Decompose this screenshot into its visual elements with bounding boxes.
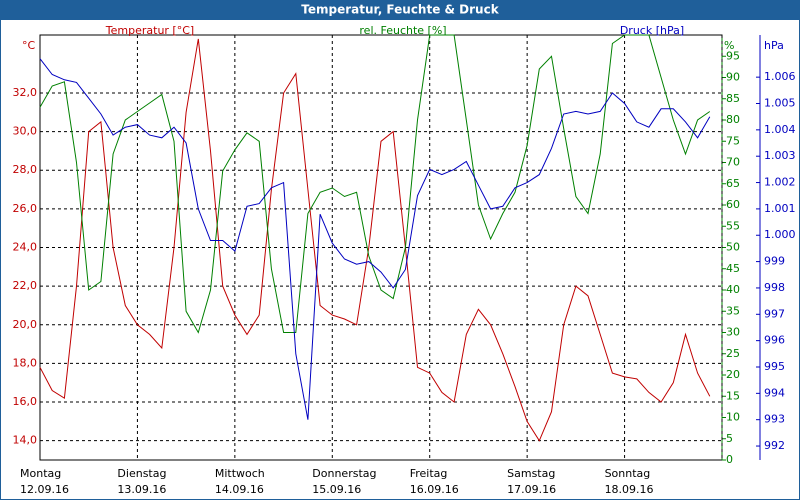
y-tick-label: 16,0 <box>13 395 38 408</box>
y-tick-label: 18,0 <box>13 356 38 369</box>
legend-label: Druck [hPa] <box>620 24 684 37</box>
y2-tick-label: 95 <box>726 49 740 62</box>
y3-tick-label: 993 <box>764 413 785 426</box>
chart-title: Temperatur, Feuchte & Druck <box>301 3 499 17</box>
x-tick-date: 18.09.16 <box>605 483 654 496</box>
title-bar <box>0 0 800 20</box>
x-tick-date: 12.09.16 <box>20 483 69 496</box>
x-tick-date: 13.09.16 <box>117 483 166 496</box>
y3-tick-label: 996 <box>764 334 785 347</box>
y2-tick-label: 70 <box>726 156 740 169</box>
y-tick-label: 14,0 <box>13 434 38 447</box>
x-tick-label: Donnerstag <box>312 467 376 480</box>
y-tick-label: 20,0 <box>13 318 38 331</box>
y2-tick-label: 30 <box>726 326 740 339</box>
x-tick-label: Freitag <box>410 467 448 480</box>
legend-label: rel. Feuchte [%] <box>359 24 446 37</box>
y2-tick-label: 90 <box>726 71 740 84</box>
y2-tick-label: 35 <box>726 304 740 317</box>
series-line <box>39 58 711 420</box>
y2-tick-label: 60 <box>726 198 740 211</box>
x-tick-date: 17.09.16 <box>507 483 556 496</box>
x-tick-label: Dienstag <box>117 467 166 480</box>
y3-tick-label: 1.003 <box>764 149 796 162</box>
y2-tick-label: 80 <box>726 113 740 126</box>
x-tick-label: Samstag <box>507 467 555 480</box>
y2-tick-label: 0 <box>726 453 733 466</box>
y-tick-label: 24,0 <box>13 241 38 254</box>
y3-tick-label: 1.000 <box>764 228 796 241</box>
y2-tick-label: 55 <box>726 219 740 232</box>
y3-tick-label: 1.004 <box>764 123 796 136</box>
y2-tick-label: 5 <box>726 432 733 445</box>
y2-tick-label: 40 <box>726 283 740 296</box>
y3-tick-label: 997 <box>764 307 785 320</box>
series-line <box>39 34 711 334</box>
y-tick-label: 26,0 <box>13 202 38 215</box>
y-tick-label: 22,0 <box>13 279 38 292</box>
y3-tick-label: 1.005 <box>764 97 796 110</box>
y3-tick-label: 1.001 <box>764 202 796 215</box>
y3-axis-unit: hPa <box>764 39 784 52</box>
y3-tick-label: 1.002 <box>764 176 796 189</box>
y-tick-label: 32,0 <box>13 86 38 99</box>
x-tick-label: Mittwoch <box>215 467 265 480</box>
legend-label: Temperatur [°C] <box>105 24 194 37</box>
y-axis-unit: °C <box>22 39 36 52</box>
series-line <box>39 38 711 442</box>
y2-tick-label: 25 <box>726 347 740 360</box>
y3-tick-label: 998 <box>764 281 785 294</box>
y2-tick-label: 45 <box>726 262 740 275</box>
y-tick-label: 30,0 <box>13 125 38 138</box>
y3-tick-label: 1.006 <box>764 70 796 83</box>
y-tick-label: 28,0 <box>13 163 38 176</box>
y3-tick-label: 992 <box>764 439 785 452</box>
y2-tick-label: 10 <box>726 411 740 424</box>
y2-tick-label: 15 <box>726 389 740 402</box>
y3-tick-label: 999 <box>764 255 785 268</box>
y2-tick-label: 85 <box>726 92 740 105</box>
y3-tick-label: 995 <box>764 360 785 373</box>
y2-axis-unit: % <box>724 39 734 52</box>
x-tick-label: Sonntag <box>605 467 651 480</box>
y3-tick-label: 994 <box>764 386 785 399</box>
x-tick-date: 16.09.16 <box>410 483 459 496</box>
y2-tick-label: 50 <box>726 241 740 254</box>
x-tick-label: Montag <box>20 467 61 480</box>
y2-tick-label: 65 <box>726 177 740 190</box>
y2-tick-label: 20 <box>726 368 740 381</box>
y2-tick-label: 75 <box>726 134 740 147</box>
x-tick-date: 15.09.16 <box>312 483 361 496</box>
x-tick-date: 14.09.16 <box>215 483 264 496</box>
